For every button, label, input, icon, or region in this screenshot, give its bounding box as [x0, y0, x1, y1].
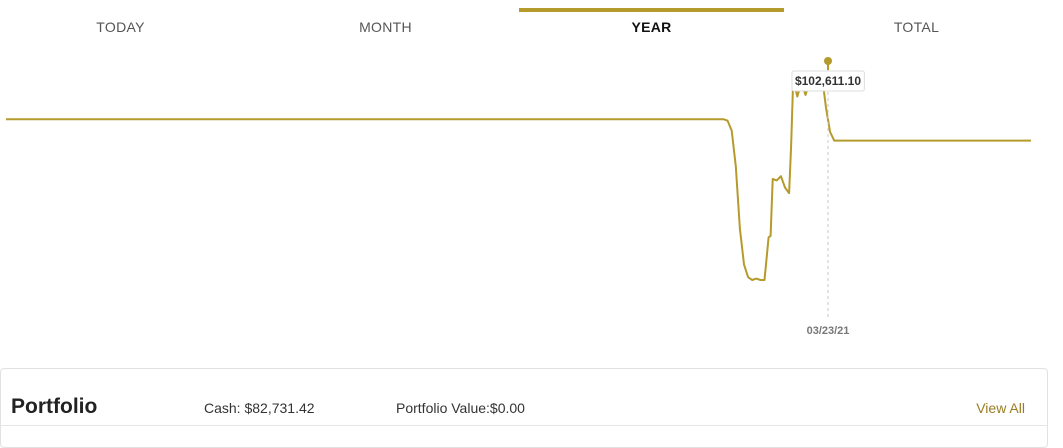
portfolio-panel: Portfolio Cash: $82,731.42 Portfolio Val… [0, 368, 1048, 448]
tab-total[interactable]: TOTAL [893, 19, 940, 35]
tab-year[interactable]: YEAR [519, 8, 784, 46]
panel-divider [1, 425, 1047, 426]
portfolio-value-chart[interactable]: $102,611.10 03/23/21 [0, 50, 1063, 350]
view-all-link[interactable]: View All [976, 400, 1025, 416]
time-range-tabs: TODAY MONTH YEAR TOTAL [0, 0, 1063, 50]
tooltip-date: 03/23/21 [807, 325, 850, 337]
tab-today[interactable]: TODAY [96, 19, 145, 35]
tooltip-box [791, 70, 865, 92]
series-line [6, 72, 1031, 281]
portfolio-value: Portfolio Value:$0.00 [396, 400, 525, 416]
tab-month[interactable]: MONTH [359, 19, 412, 35]
hover-marker-dot [824, 57, 832, 65]
portfolio-title: Portfolio [11, 395, 98, 418]
tooltip-value: $102,611.10 [795, 74, 861, 88]
cash-balance: Cash: $82,731.42 [204, 400, 315, 416]
